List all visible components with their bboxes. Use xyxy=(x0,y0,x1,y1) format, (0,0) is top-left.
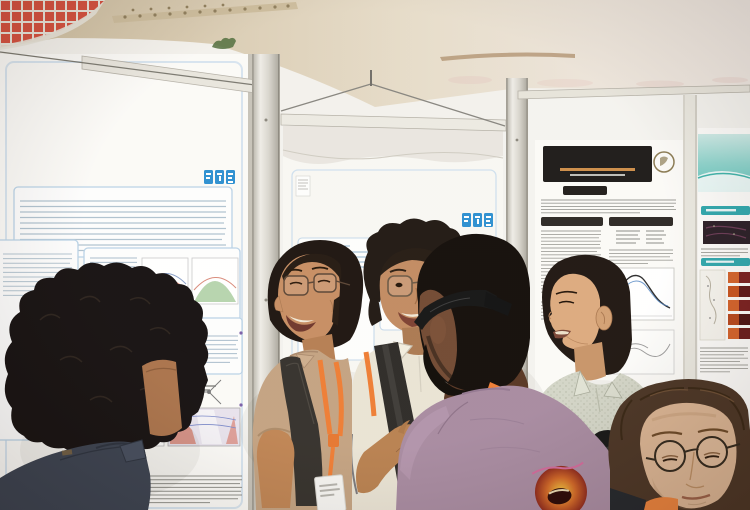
glasses-temple xyxy=(484,292,512,316)
red-tile-column xyxy=(0,0,105,47)
intro-text-lines xyxy=(20,200,226,252)
lanyard-clasp xyxy=(328,434,339,447)
forearm xyxy=(256,429,295,508)
nose xyxy=(685,451,705,489)
smile xyxy=(286,315,316,332)
black-glasses xyxy=(414,289,497,330)
abstract-bar xyxy=(563,186,607,195)
collar xyxy=(119,439,147,463)
person-tan-polo xyxy=(252,240,364,510)
name-badge xyxy=(314,474,347,510)
institute-emblem xyxy=(295,175,311,197)
glasses xyxy=(283,273,351,296)
eyebrows xyxy=(651,428,729,438)
lanyard-left xyxy=(363,351,377,417)
hair-strands xyxy=(620,387,745,441)
perforation-holes xyxy=(123,3,290,19)
plant-leaves xyxy=(212,37,236,49)
column1-bar xyxy=(541,217,603,226)
person-purple-shirt xyxy=(396,233,624,510)
color-swatches xyxy=(728,272,750,339)
column2-bar xyxy=(609,217,673,226)
ceiling-seam-strip xyxy=(440,52,575,61)
right-rail xyxy=(517,84,750,100)
hanging-wires-middle xyxy=(280,70,506,127)
dark-shirt xyxy=(0,441,151,510)
beard xyxy=(423,344,470,396)
institution-logo-tiles-left xyxy=(204,170,235,184)
orange-collar xyxy=(644,497,678,510)
hair xyxy=(363,218,466,302)
ceiling-canopy xyxy=(0,0,750,107)
authors-line-orange xyxy=(560,168,635,171)
collar-tag xyxy=(61,449,73,456)
references-text-lines xyxy=(142,475,242,504)
backpack-strap xyxy=(280,356,323,506)
hanging-wire-left xyxy=(0,51,256,86)
downcast-eyes xyxy=(662,455,720,462)
fit-table-lines xyxy=(616,230,666,244)
neck xyxy=(574,342,606,381)
mouth xyxy=(681,493,711,500)
lanyard xyxy=(317,359,344,437)
university-logo-circle xyxy=(653,151,675,173)
person-round-glasses xyxy=(608,379,750,510)
institution-logo-tiles-middle xyxy=(462,213,493,227)
map-figure xyxy=(699,269,726,341)
wave-graphic xyxy=(698,171,750,192)
person-back-of-head xyxy=(0,262,209,510)
perforated-strip xyxy=(112,2,298,23)
paper-wrinkle xyxy=(283,126,503,164)
shirt-print-graphic xyxy=(531,461,587,510)
smile xyxy=(398,310,434,327)
abstract-text-lines xyxy=(541,199,676,214)
neck xyxy=(142,359,182,436)
